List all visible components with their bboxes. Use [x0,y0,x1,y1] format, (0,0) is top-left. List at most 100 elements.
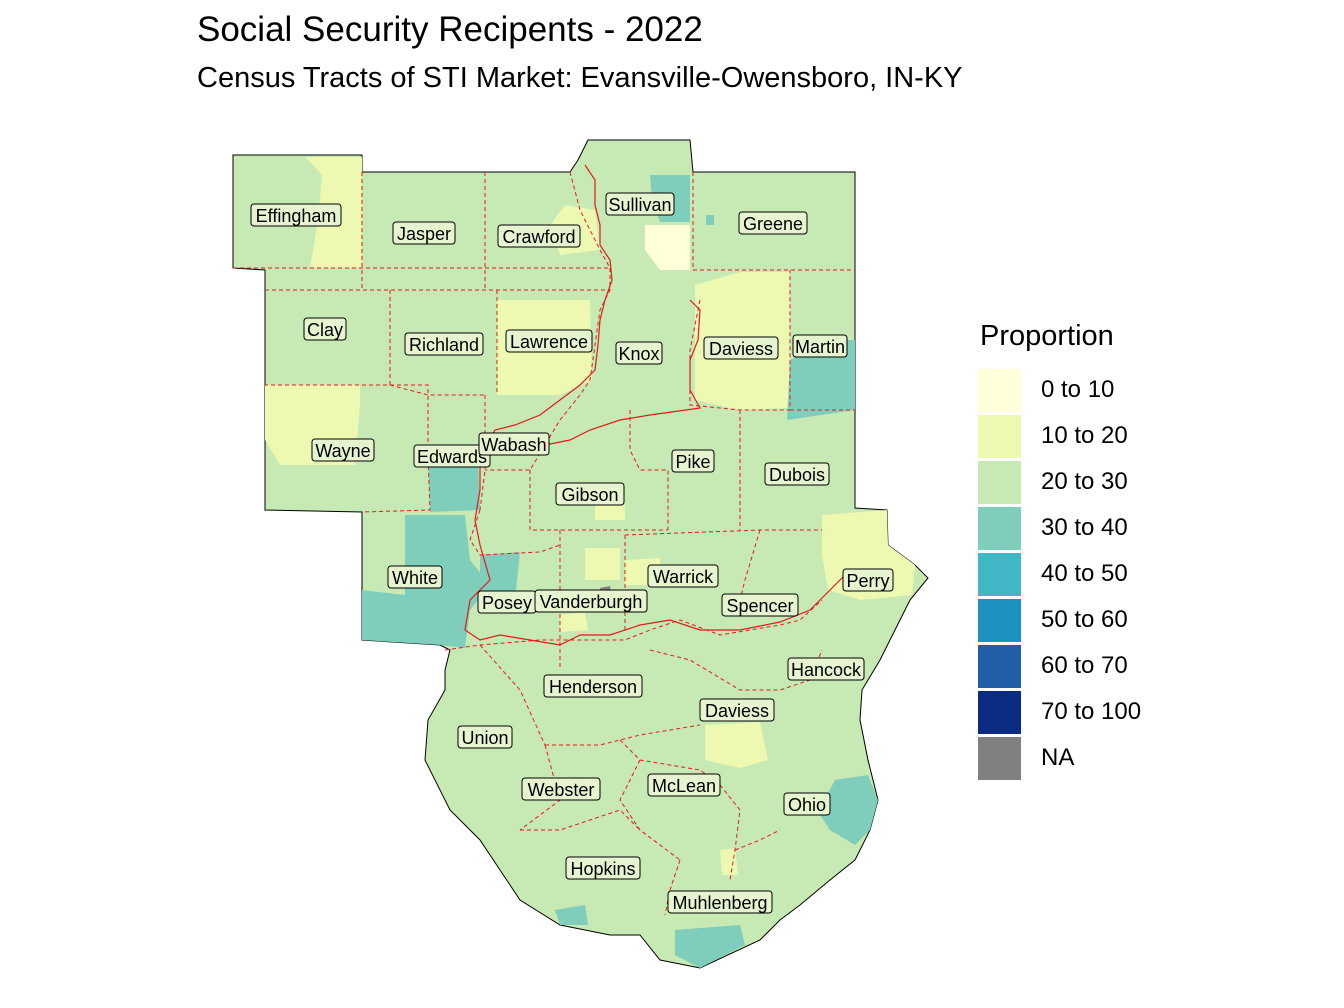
county-label-crawford: Crawford [497,224,581,248]
svg-text:Henderson: Henderson [549,677,637,697]
county-label-gibson: Gibson [555,482,625,506]
county-label-spencer: Spencer [721,593,799,617]
county-label-wabash: Wabash [478,432,550,456]
legend-label: 60 to 70 [1041,652,1128,679]
legend-label: 30 to 40 [1041,514,1128,541]
county-label-richland: Richland [404,332,484,356]
svg-text:Hancock: Hancock [791,660,862,680]
svg-text:Webster: Webster [528,780,595,800]
svg-text:Edwards: Edwards [417,447,487,467]
county-label-effingham: Effingham [250,203,342,227]
legend-swatch [978,552,1021,596]
svg-text:Perry: Perry [846,571,889,591]
svg-text:Daviess: Daviess [709,339,773,359]
legend-label: NA [1041,744,1075,771]
svg-text:Lawrence: Lawrence [510,332,588,352]
county-label-ohio: Ohio [783,792,831,816]
legend-title: Proportion [980,320,1114,352]
county-label-muhlenberg: Muhlenberg [667,890,773,914]
svg-text:Crawford: Crawford [502,227,575,247]
legend-item: 10 to 20 [978,413,1141,459]
map-title: Social Security Recipents - 2022 [197,10,703,49]
svg-text:Muhlenberg: Muhlenberg [672,893,767,913]
legend-label: 0 to 10 [1041,376,1115,403]
svg-text:Greene: Greene [743,214,803,234]
county-label-daviess-ky: Daviess [699,698,775,722]
legend-item: 50 to 60 [978,597,1141,643]
county-label-white: White [387,565,443,589]
svg-text:Knox: Knox [618,344,659,364]
legend-swatch [978,690,1021,734]
legend-item: 40 to 50 [978,551,1141,597]
legend-item: NA [978,735,1141,781]
county-label-jasper: Jasper [392,221,456,245]
svg-text:Warrick: Warrick [653,567,714,587]
county-label-pike: Pike [671,449,715,473]
svg-text:Daviess: Daviess [705,701,769,721]
map-subtitle: Census Tracts of STI Market: Evansville-… [197,62,963,94]
svg-text:Sullivan: Sullivan [608,195,671,215]
proportion-0-10-area [645,225,690,270]
svg-text:Jasper: Jasper [397,224,451,244]
legend-swatch [978,368,1021,412]
county-label-mclean: McLean [647,773,721,797]
state-boundaries [464,164,851,646]
svg-text:McLean: McLean [652,776,716,796]
legend-item: 30 to 40 [978,505,1141,551]
legend-label: 70 to 100 [1041,698,1142,725]
legend-item: 60 to 70 [978,643,1141,689]
county-labels: Effingham Jasper Crawford Sullivan Green… [250,192,894,914]
county-label-vanderburgh: Vanderburgh [534,589,648,613]
county-label-lawrence: Lawrence [505,329,593,353]
county-label-daviess-in: Daviess [703,336,779,360]
svg-text:Posey: Posey [482,593,532,613]
svg-text:Ohio: Ohio [788,795,826,815]
legend-swatch [978,644,1021,688]
svg-text:Hopkins: Hopkins [570,859,635,879]
county-label-clay: Clay [303,317,347,341]
svg-text:Wayne: Wayne [315,441,370,461]
svg-text:Effingham: Effingham [256,206,337,226]
svg-text:Martin: Martin [795,337,845,357]
svg-text:Gibson: Gibson [561,485,618,505]
county-label-martin: Martin [792,334,848,358]
county-label-hopkins: Hopkins [565,856,641,880]
county-label-edwards: Edwards [413,444,491,468]
county-label-posey: Posey [477,590,537,614]
county-label-henderson: Henderson [543,674,643,698]
legend-item: 70 to 100 [978,689,1141,735]
legend-items: 0 to 10 10 to 20 20 to 30 30 to 40 40 to 50 5… [978,367,1141,781]
svg-text:Clay: Clay [307,320,343,340]
svg-text:Union: Union [461,728,508,748]
svg-text:White: White [392,568,438,588]
county-label-union: Union [457,725,513,749]
county-label-perry: Perry [842,568,894,592]
county-label-greene: Greene [738,211,808,235]
county-label-knox: Knox [615,341,663,365]
legend-swatch [978,598,1021,642]
legend-label: 50 to 60 [1041,606,1128,633]
svg-text:Pike: Pike [675,452,710,472]
county-label-warrick: Warrick [647,564,719,588]
legend-label: 40 to 50 [1041,560,1128,587]
legend-swatch [978,414,1021,458]
county-label-sullivan: Sullivan [605,192,675,216]
legend-item: 20 to 30 [978,459,1141,505]
legend-label: 20 to 30 [1041,468,1128,495]
legend-swatch [978,736,1021,780]
svg-text:Dubois: Dubois [769,465,825,485]
legend-label: 10 to 20 [1041,422,1128,449]
svg-text:Spencer: Spencer [726,596,793,616]
county-label-wayne: Wayne [311,438,375,462]
county-label-webster: Webster [521,777,601,801]
svg-text:Vanderburgh: Vanderburgh [540,592,643,612]
svg-text:Wabash: Wabash [481,435,546,455]
legend-swatch [978,460,1021,504]
legend-swatch [978,506,1021,550]
legend: Proportion 0 to 10 10 to 20 20 to 30 30 to … [978,320,1141,781]
legend-item: 0 to 10 [978,367,1141,413]
county-label-hancock: Hancock [787,657,865,681]
county-label-dubois: Dubois [764,462,830,486]
svg-text:Richland: Richland [409,335,479,355]
